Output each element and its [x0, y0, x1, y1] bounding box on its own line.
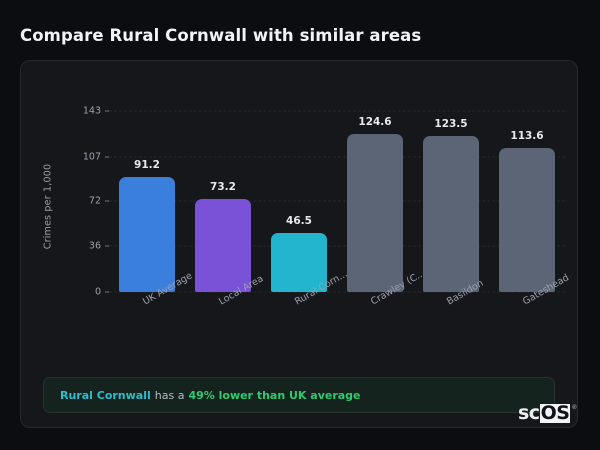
bar[interactable]	[347, 134, 403, 292]
y-tick-label: 0	[94, 286, 101, 298]
insight-callout: Rural Cornwall has a 49% lower than UK a…	[43, 377, 555, 413]
bar-group[interactable]: 124.6 Crawley (C...	[347, 61, 427, 308]
bar-value-label: 113.6	[510, 130, 544, 143]
bar-value-label: 124.6	[358, 116, 392, 129]
y-tick-mark	[105, 245, 111, 247]
bar-value-label: 73.2	[210, 181, 236, 194]
bar-value-label: 46.5	[286, 215, 312, 228]
y-tick-mark	[105, 291, 111, 293]
logo-prefix: sc	[518, 402, 540, 424]
bar-chart: Crimes per 1,000 0 36 72 107 143 91.2 UK Aver…	[21, 61, 579, 429]
bar[interactable]	[271, 233, 327, 292]
callout-connector: has a	[154, 388, 185, 402]
bar-group[interactable]: 123.5 Basildon	[423, 61, 486, 308]
y-tick-mark	[105, 200, 111, 202]
bar-group[interactable]: 91.2 UK Average	[119, 61, 194, 308]
y-axis-ticks: 0 36 72 107 143	[53, 61, 111, 429]
gridline	[109, 200, 565, 202]
chart-card: Crimes per 1,000 0 36 72 107 143 91.2 UK Aver…	[20, 60, 578, 428]
y-tick-label: 36	[88, 240, 101, 252]
bar[interactable]	[423, 135, 479, 292]
page-title: Compare Rural Cornwall with similar area…	[20, 26, 422, 45]
gridline	[109, 110, 565, 112]
plot-area: 91.2 UK Average 73.2 Local Area 46.5 Rural Co…	[109, 61, 571, 429]
y-tick-mark	[105, 110, 111, 112]
registered-mark-icon: ®	[571, 404, 577, 411]
y-tick-mark	[105, 156, 111, 158]
y-tick-label: 72	[88, 195, 101, 207]
bar-value-label: 91.2	[134, 158, 160, 171]
y-tick-label: 143	[82, 105, 101, 117]
gridline	[109, 291, 565, 293]
bar-value-label: 123.5	[434, 117, 468, 130]
bar[interactable]	[499, 148, 555, 292]
bar-group[interactable]: 113.6 Gateshead	[499, 61, 571, 308]
logo-mark: OS	[539, 402, 571, 424]
y-axis-title: Crimes per 1,000	[42, 163, 54, 250]
y-tick-label: 107	[82, 151, 101, 163]
gridline	[109, 156, 565, 158]
bar-group[interactable]: 73.2 Local Area	[195, 61, 265, 308]
bar[interactable]	[119, 176, 175, 292]
bar-group[interactable]: 46.5 Rural Corn...	[271, 61, 349, 308]
gridline	[109, 245, 565, 247]
scos-logo: sc OS ®	[518, 404, 577, 423]
bar[interactable]	[195, 199, 251, 292]
callout-highlight: 49% lower than UK average	[188, 388, 361, 402]
callout-subject: Rural Cornwall	[60, 388, 151, 402]
